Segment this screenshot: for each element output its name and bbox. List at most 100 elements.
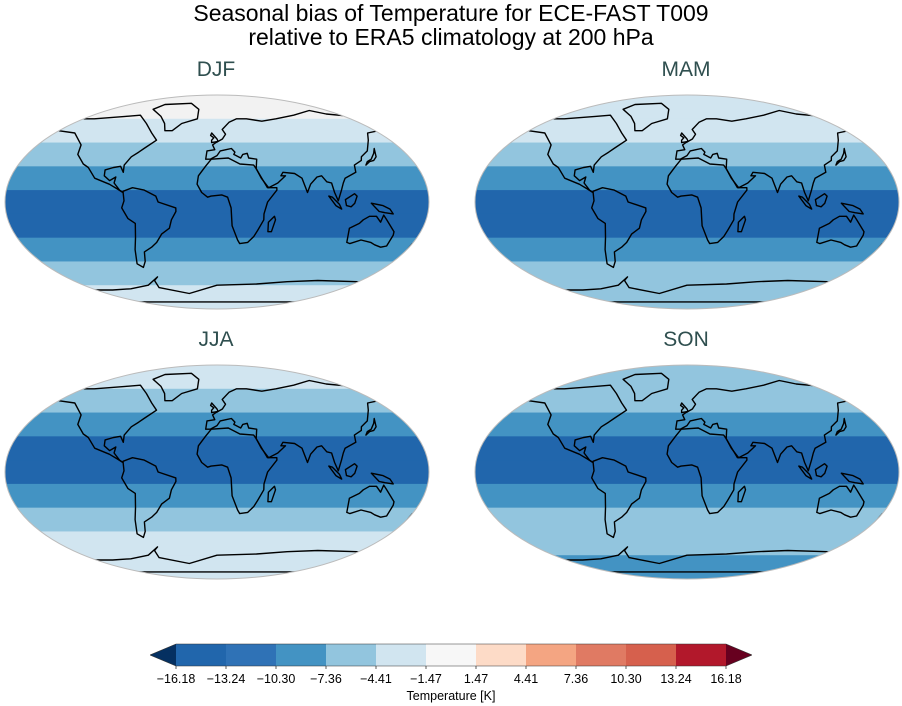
colorbar-segment: [276, 644, 327, 666]
coastline-greenland: [152, 372, 200, 402]
bias-band: [475, 531, 899, 556]
panel-title-jja: JJA: [198, 328, 234, 351]
coastline-eurasia: [674, 379, 871, 472]
bias-band: [475, 483, 899, 509]
colorbar-segment: [326, 644, 377, 666]
colorbar-segment: [476, 644, 527, 666]
coastline-australia: [816, 484, 865, 518]
coastline-africa: [196, 427, 278, 515]
coastline-south-america: [120, 456, 177, 539]
bias-band: [5, 531, 429, 556]
coastline-north-america: [516, 114, 628, 194]
bias-band: [5, 460, 429, 485]
bias-band: [5, 261, 429, 286]
bias-band: [5, 190, 429, 215]
colorbar-segment: [526, 644, 577, 666]
coastline-madagascar: [267, 485, 277, 503]
bias-band: [475, 365, 899, 390]
coastline-sumatra: [328, 195, 343, 210]
colorbar-extend-low: [150, 644, 176, 666]
colorbar-extend-high: [726, 644, 752, 666]
coastline-japan: [365, 147, 377, 166]
bias-band: [5, 237, 429, 263]
coastline-new-guinea: [840, 472, 864, 485]
colorbar-tick-label: −1.47: [410, 672, 442, 686]
colorbar-tick-label: 1.47: [463, 672, 489, 686]
bias-band: [475, 507, 899, 533]
coastline-eurasia: [204, 109, 401, 202]
colorbar-tick-label: 13.24: [660, 672, 692, 686]
coastline-australia: [816, 214, 865, 248]
map-boundary: [474, 94, 900, 310]
bias-band: [5, 365, 429, 390]
colorbar-tick-label: 16.18: [710, 672, 742, 686]
bias-band: [5, 507, 429, 533]
coastline-madagascar: [737, 215, 747, 233]
bias-band: [475, 261, 899, 286]
coastline-britain: [679, 132, 689, 144]
coastline-sumatra: [798, 195, 813, 210]
coastline-greenland: [152, 102, 200, 132]
bias-band: [475, 166, 899, 191]
colorbar-segment: [176, 644, 227, 666]
coastline-borneo: [344, 192, 358, 208]
colorbar-segment: [626, 644, 677, 666]
colorbar-label: Temperature [K]: [406, 689, 496, 703]
bias-band: [475, 213, 899, 239]
colorbar-tick-label: −7.36: [310, 672, 342, 686]
colorbar: [150, 643, 752, 669]
colorbar-tick-label: 7.36: [563, 672, 589, 686]
colorbar-tick-label: −4.41: [360, 672, 392, 686]
panel-title-son: SON: [663, 328, 709, 351]
coastline-borneo: [814, 462, 828, 478]
map-djf: [4, 94, 430, 310]
map-jja: [4, 364, 430, 580]
map-son: [474, 364, 900, 580]
colorbar-segment: [426, 644, 477, 666]
coastline-britain: [209, 132, 219, 144]
colorbar-tick-label: −13.24: [206, 672, 246, 686]
colorbar-tick-label: 4.41: [513, 672, 539, 686]
bias-band: [475, 555, 899, 579]
coastline-britain: [679, 402, 689, 414]
bias-band: [5, 285, 429, 309]
bias-band: [5, 483, 429, 509]
colorbar-tick-label: −16.18: [156, 672, 196, 686]
coastline-africa: [666, 427, 748, 515]
colorbar-segment: [676, 644, 727, 666]
bias-band: [475, 190, 899, 215]
bias-band: [5, 166, 429, 191]
bias-band: [475, 285, 899, 309]
map-boundary: [4, 364, 430, 580]
coastline-madagascar: [737, 485, 747, 503]
coastline-borneo: [344, 462, 358, 478]
map-boundary: [4, 94, 430, 310]
coastline-south-america: [590, 456, 647, 539]
coastline-north-america: [46, 114, 158, 194]
bias-band: [5, 436, 429, 461]
colorbar-segment: [376, 644, 427, 666]
coastline-sumatra: [798, 465, 813, 480]
coastline-new-guinea: [370, 202, 394, 215]
colorbar-tick-label: 10.30: [610, 672, 642, 686]
coastline-madagascar: [267, 215, 277, 233]
coastline-japan: [835, 417, 847, 436]
coastline-australia: [346, 484, 395, 518]
coastline-south-america: [590, 186, 647, 269]
bias-band: [475, 436, 899, 461]
coastline-greenland: [622, 372, 670, 402]
figure-title-line-2: relative to ERA5 climatology at 200 hPa: [248, 24, 654, 50]
coastline-australia: [346, 214, 395, 248]
colorbar-segment: [576, 644, 627, 666]
bias-band: [5, 95, 429, 120]
bias-band: [475, 95, 899, 120]
coastline-north-america: [46, 384, 158, 464]
coastline-africa: [196, 157, 278, 245]
coastline-eurasia: [674, 109, 871, 202]
coastline-eurasia: [204, 379, 401, 472]
bias-band: [5, 555, 429, 579]
panel-title-mam: MAM: [661, 58, 711, 81]
bias-band: [475, 237, 899, 263]
coastline-britain: [209, 402, 219, 414]
coastline-new-guinea: [840, 202, 864, 215]
